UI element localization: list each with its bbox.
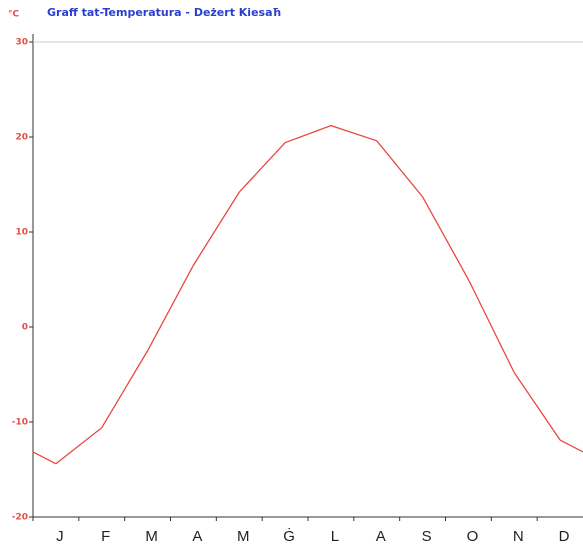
x-tick-label: S xyxy=(422,528,432,545)
x-tick-label: M xyxy=(237,528,250,545)
x-tick-label: O xyxy=(467,528,479,545)
x-tick-label: A xyxy=(192,528,202,545)
line-wrap xyxy=(32,439,583,465)
y-tick-label: -10 xyxy=(12,418,28,428)
y-tick-label: 20 xyxy=(15,133,28,143)
chart-title: Graff tat-Temperatura - Deżert Kiesaħ xyxy=(47,6,281,19)
x-tick-label: Ġ xyxy=(283,527,295,545)
x-tick-label: N xyxy=(513,528,524,545)
x-tick-label: L xyxy=(331,528,339,545)
x-tick-label: A xyxy=(376,528,386,545)
y-tick-label: 0 xyxy=(22,323,28,333)
y-tick-label: -20 xyxy=(12,513,28,523)
y-tick-label: 10 xyxy=(15,228,28,238)
y-tick-label: 30 xyxy=(15,38,28,48)
x-tick-label: F xyxy=(101,528,110,545)
x-tick-label: D xyxy=(559,528,570,545)
y-axis-label: °C xyxy=(8,10,20,20)
line xyxy=(55,124,561,465)
x-tick-label: M xyxy=(145,528,158,545)
x-tick-label: J xyxy=(56,528,64,545)
